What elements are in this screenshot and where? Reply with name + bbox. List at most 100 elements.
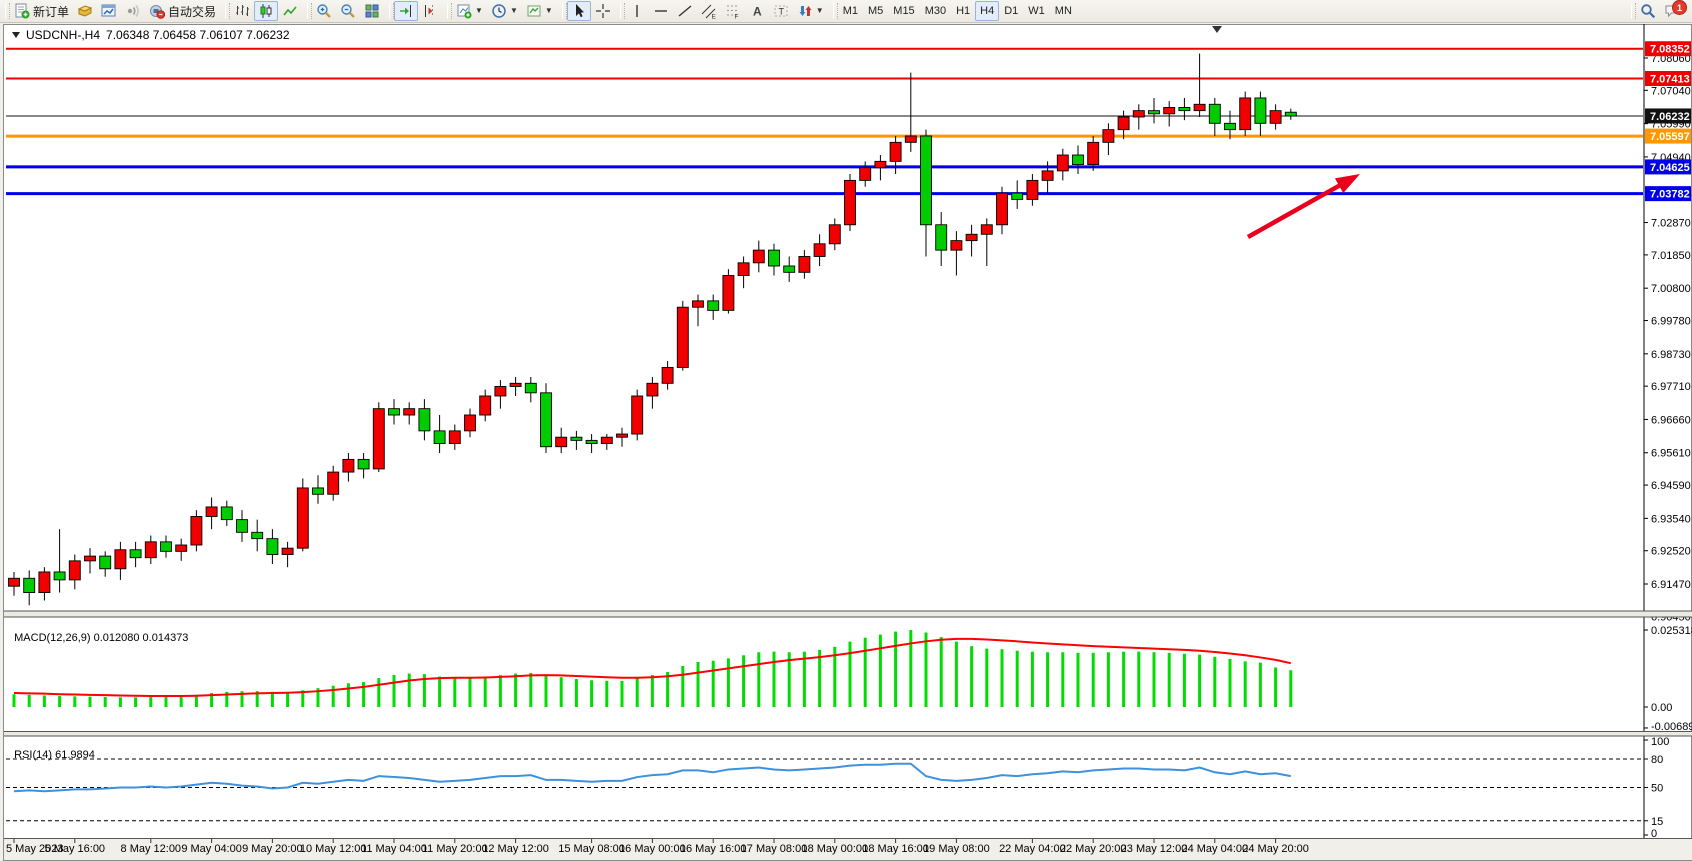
text-label-button[interactable]: T: [769, 1, 793, 21]
svg-text:9 May 20:00: 9 May 20:00: [242, 843, 303, 855]
timeframe-m15[interactable]: M15: [888, 1, 919, 21]
svg-text:F: F: [734, 14, 738, 20]
text-button[interactable]: A: [745, 1, 769, 21]
arrows-dropdown[interactable]: ▼: [793, 1, 828, 21]
candles-layer: [8, 26, 1297, 606]
macd-indicator-label: MACD(12,26,9) 0.012080 0.014373: [14, 632, 189, 644]
chevron-down-icon[interactable]: ▼: [475, 6, 483, 15]
svg-text:7.04625: 7.04625: [1650, 162, 1690, 174]
svg-text:7.07040: 7.07040: [1651, 85, 1691, 97]
bar-chart-button[interactable]: [230, 1, 254, 21]
svg-text:12 May 12:00: 12 May 12:00: [482, 843, 549, 855]
auto-scroll-button[interactable]: [394, 1, 419, 21]
horizontal-level-lines[interactable]: [6, 47, 1643, 196]
chart-type-group: [224, 0, 306, 22]
tile-windows-icon: [364, 3, 380, 19]
line-chart-button[interactable]: [278, 1, 302, 21]
trade-group: 新订单 自动交易: [4, 0, 224, 22]
timeframe-h1[interactable]: H1: [951, 1, 975, 21]
svg-text:22 May 20:00: 22 May 20:00: [1060, 843, 1127, 855]
timeframe-mn[interactable]: MN: [1050, 1, 1077, 21]
horizontal-line-button[interactable]: [649, 1, 673, 21]
svg-text:11 May 04:00: 11 May 04:00: [361, 843, 427, 855]
timeframe-h4[interactable]: H4: [975, 1, 1000, 21]
price-axis[interactable]: 7.080607.070407.059907.049407.028707.018…: [1643, 24, 1691, 838]
template-icon: [526, 3, 542, 19]
svg-text:16 May 16:00: 16 May 16:00: [680, 843, 747, 855]
timeframe-w1[interactable]: W1: [1023, 1, 1050, 21]
chart-title: USDCNH-,H4 7.06348 7.06458 7.06107 7.062…: [12, 28, 290, 42]
chart-shift-button[interactable]: [418, 1, 442, 21]
autotrading-button-label: 自动交易: [168, 4, 217, 19]
tile-windows-button[interactable]: [360, 1, 384, 21]
notifications-button[interactable]: 1: [1660, 0, 1687, 21]
market-watch-button[interactable]: [73, 1, 97, 21]
chart-window-button[interactable]: [97, 1, 121, 21]
rsi-indicator-label: RSI(14) 61.9894: [14, 749, 95, 761]
svg-text:15 May 08:00: 15 May 08:00: [558, 843, 625, 855]
chart-ohlc-readout: 7.06348 7.06458 7.06107 7.06232: [106, 28, 290, 42]
trend-arrow-annotation[interactable]: [1246, 174, 1360, 239]
zoom-in-button[interactable]: [312, 1, 336, 21]
svg-text:6.92520: 6.92520: [1651, 546, 1691, 558]
svg-text:6.97710: 6.97710: [1651, 381, 1691, 393]
crosshair-button[interactable]: [591, 1, 615, 21]
svg-text:-0.006894: -0.006894: [1651, 721, 1692, 733]
svg-text:24 May 20:00: 24 May 20:00: [1242, 843, 1309, 855]
chart-window[interactable]: [3, 24, 1692, 861]
zoom-out-button[interactable]: [336, 1, 360, 21]
timeframe-d1[interactable]: D1: [999, 1, 1023, 21]
fibo-icon: F: [725, 3, 741, 19]
timeframe-h4-label: H4: [980, 5, 995, 17]
cursor-icon: [571, 3, 587, 19]
equidistant-channel-button[interactable]: E: [697, 1, 721, 21]
chart-shift-icon: [422, 3, 438, 19]
svg-text:10 May 12:00: 10 May 12:00: [300, 843, 367, 855]
chevron-down-icon[interactable]: ▼: [544, 6, 553, 15]
trendline-button[interactable]: [673, 1, 697, 21]
autotrading-button[interactable]: 自动交易: [145, 1, 220, 21]
timeframe-m30[interactable]: M30: [920, 1, 951, 21]
svg-text:0: 0: [1651, 828, 1657, 840]
chart-symbol-period: USDCNH-,H4: [26, 28, 101, 42]
search-icon: [1640, 3, 1656, 19]
svg-text:18 May 16:00: 18 May 16:00: [862, 843, 929, 855]
one-click-collapse-icon[interactable]: [12, 32, 20, 38]
periods-dropdown[interactable]: ▼: [487, 1, 522, 21]
svg-text:18 May 00:00: 18 May 00:00: [801, 843, 868, 855]
new-chart-icon: [456, 3, 472, 19]
clock-icon: [491, 3, 507, 19]
notification-badge: 1: [1672, 0, 1687, 15]
candlestick-button[interactable]: [254, 1, 279, 21]
chart-shift-marker-icon: [1212, 26, 1222, 33]
svg-text:80: 80: [1651, 754, 1663, 766]
templates-dropdown[interactable]: ▼: [522, 1, 557, 21]
svg-text:7.08352: 7.08352: [1650, 44, 1690, 56]
signals-button[interactable]: [121, 1, 145, 21]
timeframes-group: M1 M5 M15 M30 H1 H4 D1 W1 MN: [832, 0, 1081, 22]
timeframe-m5[interactable]: M5: [863, 1, 888, 21]
svg-text:50: 50: [1651, 783, 1663, 795]
svg-text:8 May 12:00: 8 May 12:00: [121, 843, 182, 855]
new-order-button[interactable]: 新订单: [10, 1, 73, 21]
gold-book-icon: [77, 3, 93, 19]
chevron-down-icon[interactable]: ▼: [815, 6, 824, 15]
hline-icon: [653, 3, 669, 19]
chevron-down-icon[interactable]: ▼: [509, 6, 518, 15]
autoscroll-icon: [398, 3, 414, 19]
svg-text:11 May 20:00: 11 May 20:00: [422, 843, 488, 855]
svg-text:A: A: [753, 5, 762, 19]
vertical-line-button[interactable]: [625, 1, 649, 21]
svg-text:24 May 04:00: 24 May 04:00: [1181, 843, 1248, 855]
svg-text:7.07413: 7.07413: [1650, 74, 1690, 86]
macd-pane: 0.025318 0.00 -0.006894: [12, 625, 1692, 733]
fibonacci-button[interactable]: F: [721, 1, 745, 21]
search-button[interactable]: [1636, 1, 1660, 21]
timeframe-m1[interactable]: M1: [838, 1, 863, 21]
chart-window-icon: [101, 3, 117, 19]
cursor-button[interactable]: [566, 1, 591, 21]
new-chart-dropdown[interactable]: ▼: [452, 1, 487, 21]
timeframe-h1-label: H1: [956, 5, 971, 17]
